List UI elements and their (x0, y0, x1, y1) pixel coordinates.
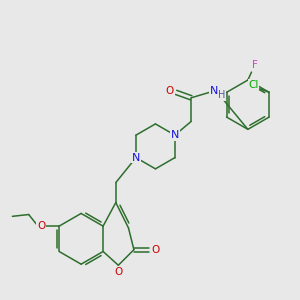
Text: O: O (151, 245, 159, 255)
Text: O: O (166, 85, 174, 96)
Text: F: F (252, 60, 258, 70)
Text: N: N (209, 86, 218, 96)
Text: N: N (132, 153, 140, 163)
Text: O: O (37, 221, 45, 231)
Text: Cl: Cl (248, 80, 259, 90)
Text: H: H (218, 90, 226, 100)
Text: N: N (171, 130, 179, 140)
Text: O: O (114, 267, 122, 277)
